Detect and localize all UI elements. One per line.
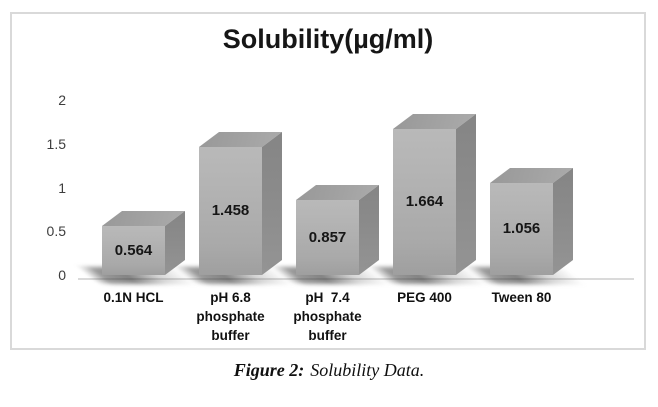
bar-top-face xyxy=(393,114,476,129)
category-label-ph-7-4-phosphate-buffer: pH 7.4 phosphate buffer xyxy=(293,290,362,343)
bar-value-label: 1.458 xyxy=(211,202,250,219)
chart-title: Solubility(µg/ml) xyxy=(222,24,434,54)
y-tick-label-2: 2 xyxy=(58,92,66,108)
bar-side-face xyxy=(553,168,573,275)
category-label-ph-6-8-phosphate-buffer: pH 6.8 phosphate buffer xyxy=(196,290,265,343)
bar-0-1n-hcl: 0.564 xyxy=(102,211,185,275)
figure-caption-text: Solubility Data. xyxy=(310,360,425,380)
bar-side-face xyxy=(262,132,282,275)
bar-front-face xyxy=(102,226,165,275)
bar-ph-6-8-phosphate-buffer: 1.458 xyxy=(199,132,282,275)
bar-front-face xyxy=(296,200,359,275)
chart-panel: Solubility(µg/ml) 0 0.5 1 1.5 2 0.564 0.1N HCL… xyxy=(10,12,646,350)
bar-front-face xyxy=(393,129,456,275)
bar-side-face xyxy=(165,211,185,275)
figure-caption-label: Figure 2: xyxy=(233,360,305,380)
figure-caption: Figure 2: Solubility Data. xyxy=(0,360,658,381)
bar-value-label: 1.664 xyxy=(405,193,444,210)
bar-top-face xyxy=(296,185,379,200)
bar-value-label: 1.056 xyxy=(502,220,541,237)
bar-front-face xyxy=(490,183,553,275)
plot-area: 0 0.5 1 1.5 2 0.564 0.1N HCL 1.458 pH 6.8 phosph… xyxy=(12,14,644,348)
bar-value-label: 0.857 xyxy=(308,228,347,246)
bar-front-face xyxy=(199,147,262,275)
bar-side-face xyxy=(456,114,476,275)
bar-value-label: 0.564 xyxy=(114,241,153,259)
y-tick-label-0-5: 0.5 xyxy=(46,223,66,240)
category-label-0-1n-hcl: 0.1N HCL xyxy=(103,290,164,305)
bar-top-face xyxy=(102,211,185,226)
y-tick-label-1-5: 1.5 xyxy=(46,135,66,152)
bar-top-face xyxy=(490,168,573,183)
bar-ph-7-4-phosphate-buffer: 0.857 xyxy=(296,185,379,275)
bar-peg-400: 1.664 xyxy=(393,114,476,275)
bar-top-face xyxy=(199,132,282,147)
category-label-peg-400: PEG 400 xyxy=(397,290,452,305)
bar-side-face xyxy=(359,185,379,275)
bar-tween-80: 1.056 xyxy=(490,168,573,275)
category-label-tween-80: Tween 80 xyxy=(491,290,552,305)
y-tick-label-0: 0 xyxy=(58,267,66,283)
y-tick-label-1: 1 xyxy=(58,179,66,196)
